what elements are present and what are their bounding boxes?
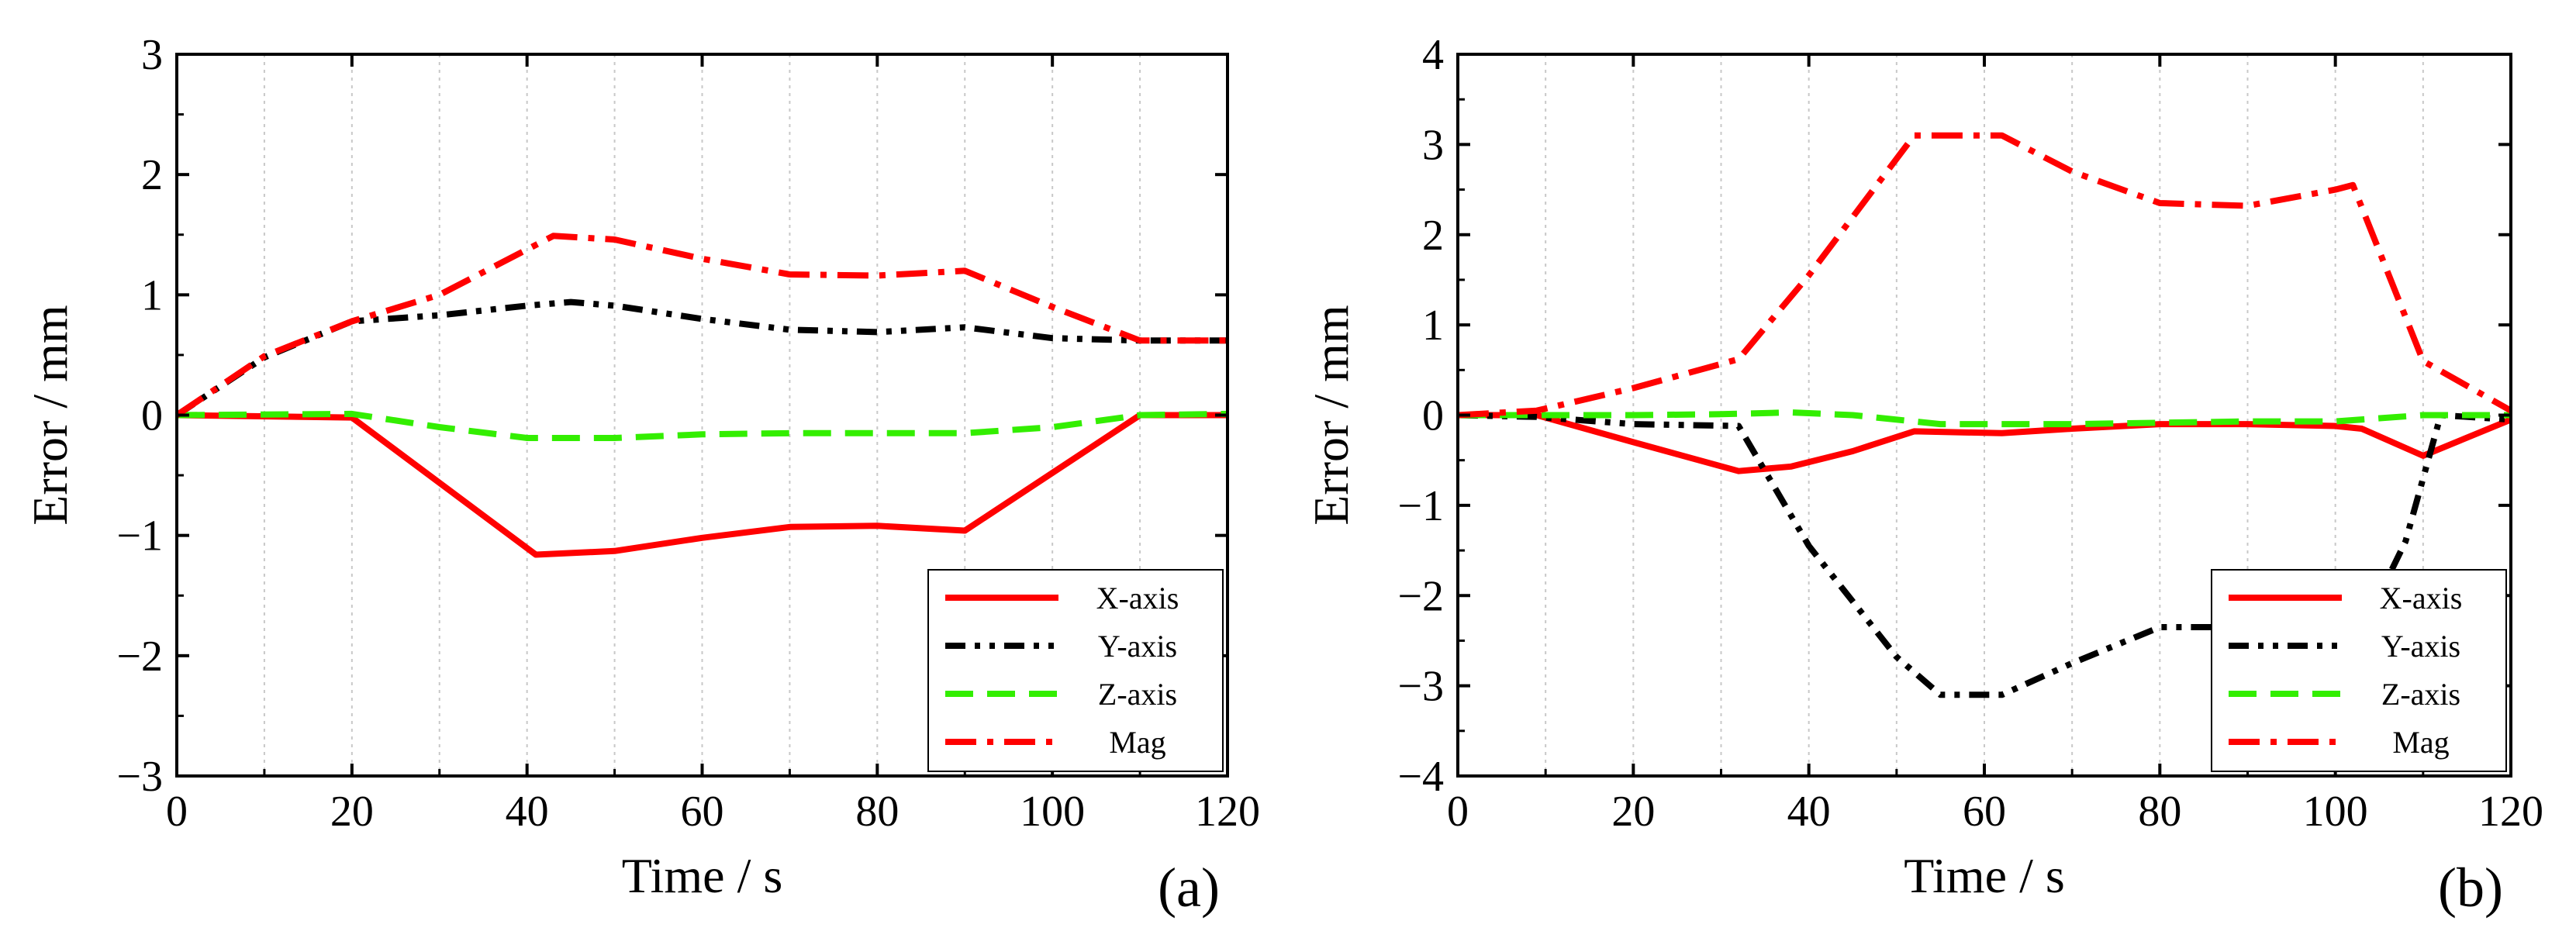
x-tick-label: 20: [1611, 788, 1655, 836]
legend-label: X-axis: [2380, 581, 2463, 616]
y-tick-label: 2: [141, 151, 163, 199]
legend-label: Y-axis: [1098, 629, 1177, 664]
panel-label: (a): [1158, 857, 1220, 919]
legend: X-axis Y-axis Z-axis Mag: [927, 569, 1224, 772]
x-tick-label: 0: [1447, 788, 1469, 836]
y-tick-label: 1: [141, 271, 163, 319]
x-tick-label: 60: [1963, 788, 2006, 836]
y-tick-label: −2: [116, 633, 163, 681]
y-axis-title: Error / mm: [1304, 305, 1359, 525]
y-tick-label: 0: [141, 392, 163, 440]
y-tick-label: 4: [1422, 31, 1444, 79]
x-tick-label: 120: [1195, 788, 1260, 836]
legend-label: Y-axis: [2381, 629, 2460, 664]
x-axis-title: Time / s: [1904, 848, 2065, 903]
y-tick-label: −3: [1397, 663, 1444, 711]
x-tick-label: 100: [2303, 788, 2368, 836]
series-line-x-axis: [1458, 412, 2512, 474]
y-tick-label: −3: [116, 753, 163, 801]
x-tick-label: 0: [166, 788, 188, 836]
series-line-y-axis: [174, 298, 1228, 418]
x-tick-label: 40: [506, 788, 549, 836]
panel-label: (b): [2438, 857, 2503, 919]
x-tick-label: 60: [681, 788, 724, 836]
y-axis-title: Error / mm: [22, 305, 78, 525]
series-line-mag: [174, 233, 1228, 418]
series-line-y-axis: [1457, 412, 2512, 698]
chart-panel-b: 0 20 40 60 80 100 120 −4 −3 −2 −1 0 1 2 3 4 Time / s Erro…: [1304, 31, 2543, 919]
legend-label: Z-axis: [2381, 677, 2460, 712]
legend-box: [927, 569, 1224, 772]
chart-panel-a: 0 20 40 60 80 100 120 −3 −2 −1 0 1 2 3 Time / s Error /…: [22, 31, 1260, 919]
x-tick-label: 100: [1020, 788, 1085, 836]
y-tick-label: 3: [141, 31, 163, 79]
legend-label: Mag: [2392, 725, 2449, 760]
y-tick-label: 0: [1422, 392, 1444, 440]
y-tick-label: 1: [1422, 302, 1444, 350]
legend: X-axis Y-axis Z-axis Mag: [2211, 569, 2507, 772]
y-tick-label: −2: [1397, 572, 1444, 620]
x-tick-label: 80: [2138, 788, 2181, 836]
y-tick-label: −1: [1397, 482, 1444, 530]
legend-label: Z-axis: [1098, 677, 1177, 712]
legend-label: Mag: [1109, 725, 1165, 760]
y-tick-label: −1: [116, 512, 163, 560]
x-axis-title: Time / s: [622, 848, 783, 903]
series-line-z-axis: [176, 410, 1228, 441]
series-line-mag: [1457, 132, 2512, 419]
x-tick-label: 20: [330, 788, 374, 836]
series-line-z-axis: [1458, 409, 2511, 428]
legend-box: [2211, 569, 2507, 772]
legend-label: X-axis: [1096, 581, 1179, 616]
series-line-x-axis: [176, 412, 1228, 558]
x-tick-label: 80: [855, 788, 899, 836]
y-tick-label: −4: [1397, 753, 1444, 801]
x-tick-label: 40: [1787, 788, 1831, 836]
y-tick-label: 2: [1422, 212, 1444, 260]
x-tick-label: 120: [2478, 788, 2543, 836]
y-tick-label: 3: [1422, 121, 1444, 169]
